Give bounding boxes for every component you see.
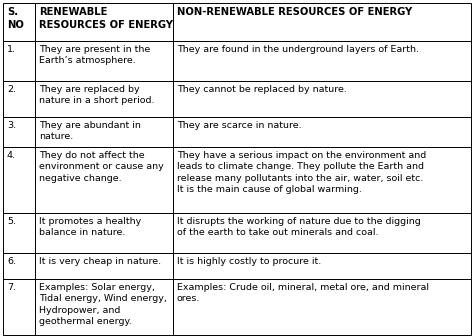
Bar [35, 213, 173, 253]
Text: They are present in the
Earth’s atmosphere.: They are present in the Earth’s atmosphe… [39, 45, 150, 66]
Text: 2.: 2. [7, 85, 16, 94]
Text: S.
NO: S. NO [7, 7, 24, 30]
Text: 6.: 6. [7, 257, 16, 266]
Bar [3, 279, 35, 335]
Bar [35, 253, 173, 279]
Bar [3, 117, 35, 147]
Text: RENEWABLE
RESOURCES OF ENERGY: RENEWABLE RESOURCES OF ENERGY [39, 7, 173, 30]
Bar [173, 117, 471, 147]
Bar [173, 41, 471, 81]
Text: 1.: 1. [7, 45, 16, 54]
Text: They are replaced by
nature in a short period.: They are replaced by nature in a short p… [39, 85, 155, 106]
Bar [35, 117, 173, 147]
Bar [35, 41, 173, 81]
Text: 7.: 7. [7, 283, 16, 292]
Text: 3.: 3. [7, 121, 16, 130]
Text: They are found in the underground layers of Earth.: They are found in the underground layers… [177, 45, 419, 54]
Bar [173, 147, 471, 213]
Text: Examples: Crude oil, mineral, metal ore, and mineral
ores.: Examples: Crude oil, mineral, metal ore,… [177, 283, 429, 303]
Text: Examples: Solar energy,
Tidal energy, Wind energy,
Hydropower, and
geothermal en: Examples: Solar energy, Tidal energy, Wi… [39, 283, 167, 326]
Bar [35, 3, 173, 41]
Text: They are scarce in nature.: They are scarce in nature. [177, 121, 301, 130]
Bar [173, 3, 471, 41]
Bar [35, 81, 173, 117]
Bar [173, 213, 471, 253]
Bar [35, 147, 173, 213]
Text: It promotes a healthy
balance in nature.: It promotes a healthy balance in nature. [39, 217, 141, 238]
Bar [35, 279, 173, 335]
Text: 5.: 5. [7, 217, 16, 226]
Bar [3, 213, 35, 253]
Text: It disrupts the working of nature due to the digging
of the earth to take out mi: It disrupts the working of nature due to… [177, 217, 420, 238]
Text: It is very cheap in nature.: It is very cheap in nature. [39, 257, 161, 266]
Bar [173, 81, 471, 117]
Bar [3, 253, 35, 279]
Text: 4.: 4. [7, 151, 16, 160]
Bar [3, 3, 35, 41]
Bar [173, 279, 471, 335]
Text: They cannot be replaced by nature.: They cannot be replaced by nature. [177, 85, 347, 94]
Bar [3, 81, 35, 117]
Bar [173, 253, 471, 279]
Text: NON-RENEWABLE RESOURCES OF ENERGY: NON-RENEWABLE RESOURCES OF ENERGY [177, 7, 412, 17]
Text: They do not affect the
environment or cause any
negative change.: They do not affect the environment or ca… [39, 151, 164, 183]
Text: They have a serious impact on the environment and
leads to climate change. They : They have a serious impact on the enviro… [177, 151, 426, 194]
Text: It is highly costly to procure it.: It is highly costly to procure it. [177, 257, 321, 266]
Text: They are abundant in
nature.: They are abundant in nature. [39, 121, 141, 141]
Bar [3, 41, 35, 81]
Bar [3, 147, 35, 213]
